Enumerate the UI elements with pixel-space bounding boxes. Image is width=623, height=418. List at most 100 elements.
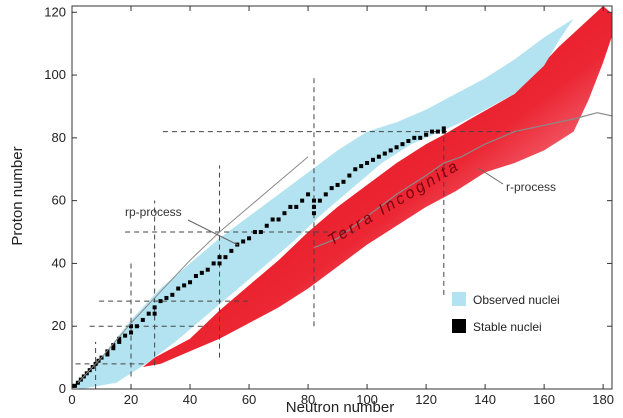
stable-nucleus <box>176 286 181 291</box>
stable-nucleus <box>193 273 198 278</box>
stable-nucleus <box>247 236 252 241</box>
legend: Observed nuclei Stable nuclei <box>452 292 560 334</box>
x-tick-label: 0 <box>68 392 75 407</box>
y-tick-label: 100 <box>44 67 66 82</box>
stable-nucleus <box>394 145 399 150</box>
stable-nucleus <box>123 333 128 338</box>
stable-nucleus <box>241 239 246 244</box>
y-tick-label: 60 <box>52 193 66 208</box>
r-process-path <box>313 112 612 249</box>
stable-nucleus <box>217 255 222 260</box>
observed-nuclei-region <box>72 18 574 389</box>
stable-nucleus <box>105 352 110 357</box>
stable-nucleus <box>229 248 234 253</box>
stable-nucleus <box>400 142 405 147</box>
stable-nucleus <box>264 223 269 228</box>
stable-nucleus <box>199 270 204 275</box>
stable-nucleus <box>288 204 293 209</box>
stable-nucleus <box>335 182 340 187</box>
legend-swatch-stable <box>452 319 466 333</box>
stable-nucleus <box>311 211 316 216</box>
x-tick-label: 100 <box>356 392 378 407</box>
stable-nucleus <box>300 198 305 203</box>
x-tick-label: 80 <box>301 392 315 407</box>
stable-nucleus <box>370 157 375 162</box>
stable-nucleus <box>258 230 263 235</box>
stable-nucleus <box>317 198 322 203</box>
stable-nucleus <box>129 324 134 329</box>
stable-nucleus <box>158 299 163 304</box>
stable-nucleus <box>382 151 387 156</box>
x-tick-label: 160 <box>533 392 555 407</box>
stable-nucleus <box>282 211 287 216</box>
rp-process-label: rp-process <box>125 205 182 219</box>
stable-nucleus <box>111 343 116 348</box>
stable-nucleus <box>152 311 157 316</box>
stable-nucleus <box>111 346 116 351</box>
r-process-pointer <box>477 167 504 185</box>
legend-label-observed: Observed nuclei <box>473 293 560 307</box>
stable-nucleus <box>205 267 210 272</box>
stable-nucleus <box>311 204 316 209</box>
unknown-nuclei-region <box>142 6 612 367</box>
plot-frame <box>71 5 613 390</box>
stable-nucleus <box>412 135 417 140</box>
stable-nucleus <box>341 179 346 184</box>
stable-nucleus <box>72 383 77 388</box>
y-tick-label: 120 <box>44 4 66 19</box>
stable-nucleus <box>441 126 446 131</box>
stable-nucleus <box>223 255 228 260</box>
stable-nucleus <box>329 186 334 191</box>
x-tick-label: 60 <box>242 392 256 407</box>
r-process-label: r-process <box>506 180 556 194</box>
y-tick-label: 0 <box>59 381 66 396</box>
y-tick-label: 20 <box>52 318 66 333</box>
stable-nucleus <box>347 173 352 178</box>
stable-nucleus <box>152 305 157 310</box>
stable-nucleus <box>311 198 316 203</box>
stable-nucleus <box>294 204 299 209</box>
stable-nucleus <box>146 311 151 316</box>
stable-nucleus <box>430 129 434 134</box>
x-tick-label: 20 <box>124 392 138 407</box>
stable-nucleus <box>140 317 145 322</box>
y-tick-label: 40 <box>52 255 66 270</box>
plot-body <box>72 6 612 389</box>
stable-nucleus <box>435 129 440 134</box>
x-tick-label: 180 <box>592 392 614 407</box>
stable-nucleus <box>424 132 429 137</box>
legend-swatch-observed <box>452 292 466 306</box>
stable-nucleus <box>306 192 311 197</box>
x-axis-title: Neutron number <box>286 399 394 416</box>
stable-nucleus <box>217 261 222 266</box>
stable-nucleus <box>117 336 122 341</box>
stable-nucleus <box>164 295 169 300</box>
stable-nucleus <box>406 138 411 143</box>
x-tick-label: 120 <box>415 392 437 407</box>
stable-nucleus <box>117 339 122 344</box>
stable-nucleus <box>252 230 257 235</box>
stable-nucleus <box>270 217 275 222</box>
stable-nucleus <box>276 217 281 222</box>
stable-nucleus <box>359 164 364 169</box>
stable-nucleus <box>365 160 370 165</box>
stable-nucleus <box>75 380 80 385</box>
x-tick-label: 40 <box>183 392 197 407</box>
stable-nucleus <box>182 283 187 288</box>
rp-process-pointer <box>187 219 239 246</box>
stable-nucleus <box>376 154 381 159</box>
x-tick-label: 140 <box>474 392 496 407</box>
y-tick-label: 80 <box>52 130 66 145</box>
rp-process-path <box>77 156 309 384</box>
y-axis-title: Proton number <box>9 146 26 245</box>
stable-nucleus <box>188 280 193 285</box>
stable-nucleus <box>134 324 139 329</box>
stable-nucleus <box>353 167 358 172</box>
legend-label-stable: Stable nuclei <box>473 320 542 334</box>
stable-nucleus <box>170 292 175 297</box>
stable-nucleus <box>388 148 393 153</box>
stable-nucleus <box>129 330 134 335</box>
stable-nucleus <box>441 129 446 134</box>
stable-nucleus <box>418 135 423 140</box>
